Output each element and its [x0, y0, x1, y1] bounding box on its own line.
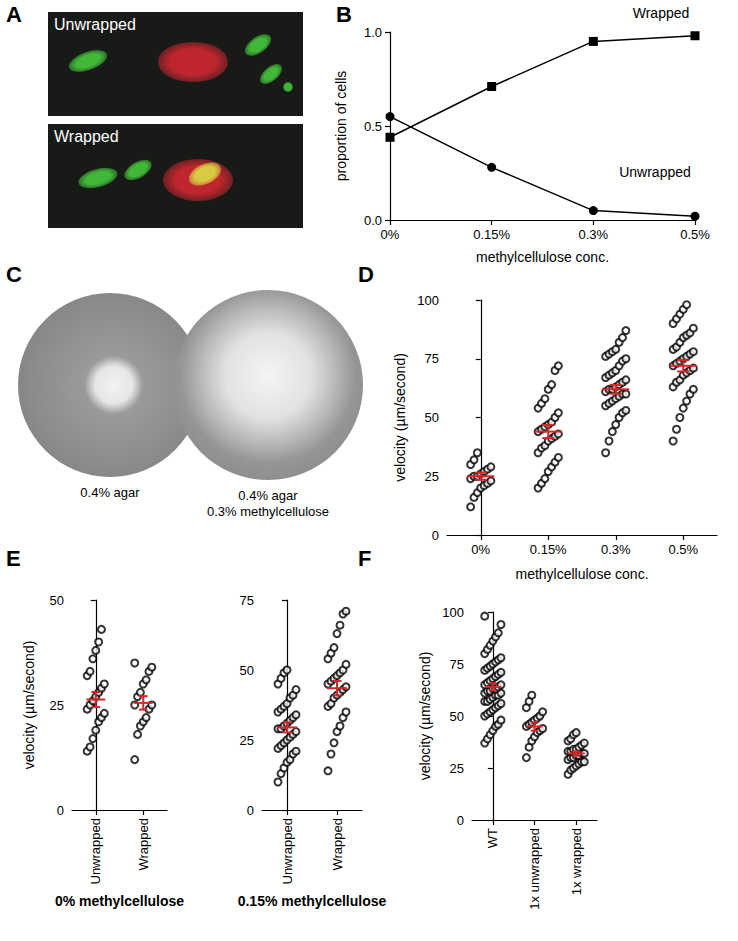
svg-text:methylcellulose conc.: methylcellulose conc.: [515, 566, 648, 582]
svg-text:50: 50: [240, 663, 254, 678]
svg-text:velocity (µm/second): velocity (µm/second): [392, 353, 408, 482]
svg-text:Unwrapped: Unwrapped: [88, 818, 103, 885]
svg-text:75: 75: [425, 351, 439, 366]
svg-text:0%: 0%: [381, 227, 400, 242]
svg-text:0.15% methylcellulose: 0.15% methylcellulose: [238, 893, 387, 909]
svg-text:Wrapped: Wrapped: [136, 818, 151, 871]
svg-text:0.5%: 0.5%: [680, 227, 710, 242]
svg-text:100: 100: [417, 293, 439, 308]
html-text:Wrapped: Wrapped: [54, 128, 119, 145]
svg-text:75: 75: [240, 593, 254, 608]
svg-text:0.15%: 0.15%: [530, 542, 567, 557]
svg-text:50: 50: [50, 593, 64, 608]
svg-text:100: 100: [442, 605, 464, 620]
html-text:E: E: [6, 546, 21, 571]
svg-text:0% methylcellulose: 0% methylcellulose: [55, 893, 184, 909]
svg-text:0: 0: [457, 813, 464, 828]
svg-text:0.15%: 0.15%: [473, 227, 510, 242]
svg-text:Wrapped: Wrapped: [330, 818, 345, 871]
svg-text:0: 0: [432, 528, 439, 543]
svg-text:1x wrapped: 1x wrapped: [569, 828, 584, 895]
html-text:0.4% agar: 0.4% agar: [238, 488, 298, 503]
svg-text:0%: 0%: [471, 542, 490, 557]
svg-text:1.0: 1.0: [364, 25, 382, 40]
svg-text:50: 50: [450, 709, 464, 724]
html-text:C: C: [6, 262, 22, 287]
svg-text:0.5%: 0.5%: [668, 542, 698, 557]
svg-text:Unwrapped: Unwrapped: [619, 164, 691, 180]
svg-text:1x unwrapped: 1x unwrapped: [527, 828, 542, 910]
svg-text:0.5: 0.5: [364, 119, 382, 134]
html-text:D: D: [358, 262, 374, 287]
svg-text:0: 0: [57, 803, 64, 818]
svg-text:methylcellulose conc.: methylcellulose conc.: [476, 249, 609, 265]
html-text:A: A: [6, 2, 22, 27]
svg-text:0.3%: 0.3%: [601, 542, 631, 557]
svg-text:75: 75: [450, 657, 464, 672]
svg-text:0: 0: [247, 803, 254, 818]
svg-text:WT: WT: [485, 828, 500, 848]
svg-text:50: 50: [425, 410, 439, 425]
html-text:Unwrapped: Unwrapped: [54, 16, 136, 33]
svg-text:proportion of cells: proportion of cells: [333, 71, 349, 182]
svg-text:Wrapped: Wrapped: [633, 5, 690, 21]
svg-text:velocity (µm/second): velocity (µm/second): [417, 652, 433, 781]
html-text:0.4% agar: 0.4% agar: [80, 485, 140, 500]
svg-text:Unwrapped: Unwrapped: [280, 818, 295, 885]
svg-text:0.3%: 0.3%: [579, 227, 609, 242]
html-text:B: B: [336, 2, 352, 27]
svg-text:25: 25: [50, 698, 64, 713]
html-text:F: F: [358, 546, 372, 571]
svg-text:0.0: 0.0: [364, 213, 382, 228]
html-text:0.3% methylcellulose: 0.3% methylcellulose: [206, 504, 330, 519]
svg-text:velocity (µm/second): velocity (µm/second): [21, 641, 37, 770]
svg-text:25: 25: [450, 761, 464, 776]
svg-text:25: 25: [240, 733, 254, 748]
svg-text:25: 25: [425, 469, 439, 484]
